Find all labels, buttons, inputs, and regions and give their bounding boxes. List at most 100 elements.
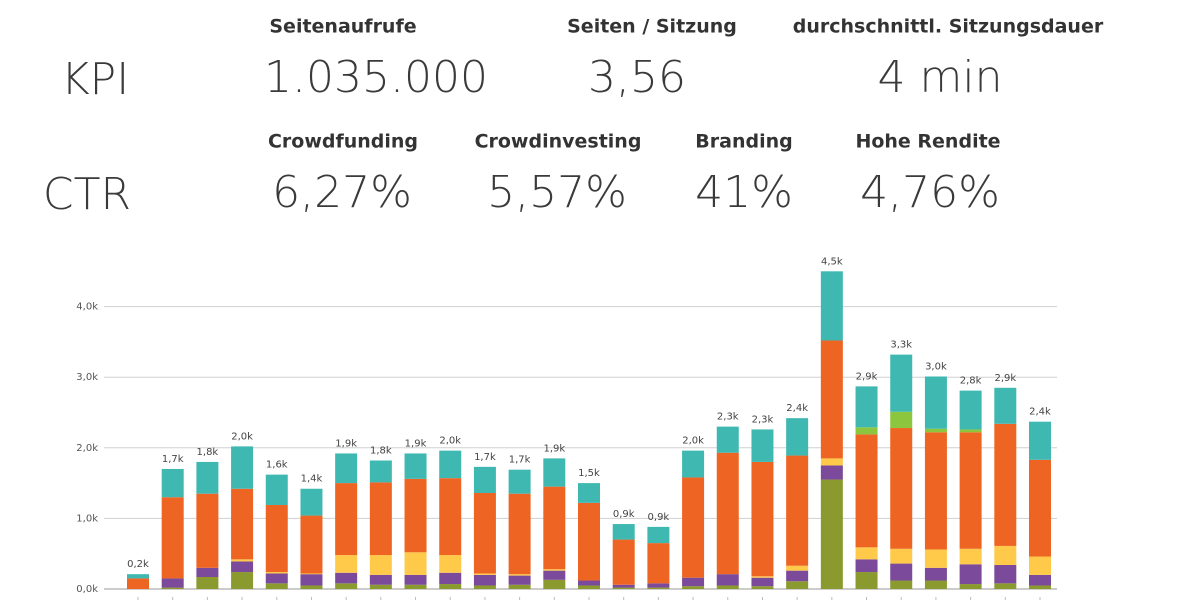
bar-total-label: 2,9k (994, 373, 1016, 384)
bar-segment (924, 432, 947, 550)
bar-segment (1029, 459, 1051, 557)
bar-segment (716, 452, 739, 575)
bar-segment (161, 468, 184, 498)
bar-segment (820, 465, 843, 480)
bar-segment (543, 569, 566, 571)
bar-segment (994, 423, 1017, 546)
row-label: KPI (61, 54, 129, 105)
bar-segment (820, 271, 843, 341)
bar-segment (1029, 574, 1051, 586)
bar-segment (231, 488, 254, 560)
bar-segment (543, 458, 566, 487)
bar-segment (751, 429, 774, 462)
bar-segment (265, 504, 288, 573)
bar-segment (959, 564, 982, 585)
bar-segment (786, 565, 809, 571)
ctr-title: Crowdfunding (268, 131, 418, 153)
bar-segment (890, 580, 913, 589)
bar-segment (682, 477, 705, 578)
bar-total-label: 1,7k (474, 452, 496, 463)
bar-segment (612, 539, 635, 585)
bar-segment (369, 482, 392, 556)
y-tick-label: 4,0k (76, 302, 98, 313)
bar-segment (890, 428, 913, 549)
bar-total-label: 2,3k (717, 412, 739, 423)
bar-segment (127, 578, 149, 589)
bar-segment (231, 559, 254, 562)
bar-total-label: 2,0k (439, 436, 461, 447)
bar-segment (959, 390, 982, 430)
bar-total-label: 1,8k (370, 446, 392, 457)
bar-segment (300, 585, 323, 589)
row-label: CTR (43, 169, 131, 220)
bar-segment (231, 561, 254, 573)
bar-segment (300, 574, 323, 586)
bar-segment (473, 492, 496, 574)
bar-total-label: 2,4k (1029, 407, 1051, 418)
bar-segment (959, 429, 982, 433)
bar-segment (855, 434, 878, 548)
bar-total-label: 4,5k (821, 256, 843, 267)
bar-segment (404, 574, 427, 585)
bar-segment (820, 340, 843, 459)
bar-segment (231, 572, 254, 589)
bar-segment (543, 486, 566, 570)
bar-total-label: 2,0k (682, 436, 704, 447)
bar-segment (647, 587, 670, 589)
bar-segment (196, 461, 219, 494)
bar-segment (786, 418, 809, 456)
bar-segment (994, 583, 1017, 589)
y-tick-label: 3,0k (76, 372, 98, 383)
bar-segment (786, 570, 809, 582)
bar-segment (578, 483, 600, 503)
bar-segment (439, 584, 462, 589)
bar-segment (578, 580, 600, 586)
bar-segment (473, 574, 496, 586)
bar-segment (682, 586, 705, 589)
bar-segment (890, 411, 913, 429)
bar-segment (647, 583, 670, 588)
bar-segment (439, 572, 462, 585)
bar-segment (786, 455, 809, 566)
bar-segment (404, 478, 427, 553)
bar-segment (404, 552, 427, 575)
bar-segment (196, 567, 219, 577)
bar-segment (300, 573, 323, 575)
bar-segment (473, 585, 496, 589)
bar-segment (265, 474, 288, 505)
bar-segment (924, 549, 947, 568)
bar-total-label: 1,5k (578, 468, 600, 479)
bar-total-label: 0,9k (648, 512, 670, 523)
bar-segment (543, 570, 566, 580)
bar-total-label: 0,2k (127, 559, 149, 570)
ctr-title: Hohe Rendite (855, 131, 1000, 153)
bar-total-label: 1,9k (335, 438, 357, 449)
bar-total-label: 3,0k (925, 361, 947, 372)
bar-segment (508, 493, 531, 575)
kpi-title: durchschnittl. Sitzungsdauer (793, 16, 1104, 38)
bar-segment (751, 586, 774, 589)
bar-segment (578, 502, 600, 581)
bar-segment (994, 564, 1017, 584)
bar-segment (335, 572, 358, 584)
bar-segment (196, 493, 219, 568)
bar-segment (959, 584, 982, 589)
bar-total-label: 1,7k (509, 455, 531, 466)
bar-segment (1029, 556, 1051, 575)
bar-segment (612, 587, 635, 589)
bar-segment (1029, 421, 1051, 460)
bar-segment (335, 555, 358, 573)
bar-segment (439, 450, 462, 479)
ctr-value: 5,57% (487, 167, 627, 218)
bar-total-label: 0,9k (613, 509, 635, 520)
bar-segment (855, 572, 878, 589)
bar-segment (959, 548, 982, 565)
bar-segment (473, 466, 496, 493)
bar-total-label: 1,9k (405, 438, 427, 449)
bar-total-label: 1,4k (301, 474, 323, 485)
bar-segment (890, 563, 913, 581)
bar-segment (161, 587, 184, 589)
bar-segment (716, 574, 739, 586)
bar-segment (543, 579, 566, 589)
